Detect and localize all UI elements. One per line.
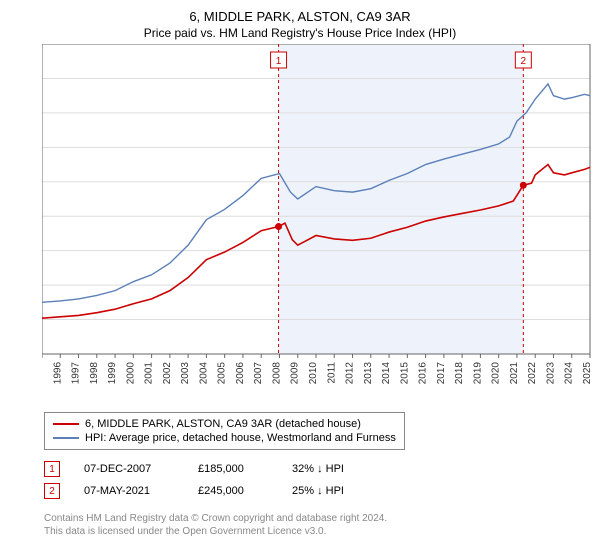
svg-text:2015: 2015: [399, 362, 410, 385]
svg-text:1998: 1998: [89, 362, 100, 385]
svg-text:2004: 2004: [198, 362, 209, 385]
legend: 6, MIDDLE PARK, ALSTON, CA9 3AR (detache…: [44, 412, 405, 450]
event-price: £185,000: [198, 463, 268, 475]
svg-text:1995: 1995: [42, 362, 45, 385]
svg-text:2001: 2001: [144, 362, 155, 385]
svg-text:2011: 2011: [326, 362, 337, 384]
svg-text:2013: 2013: [363, 362, 374, 385]
event-date: 07-DEC-2007: [84, 463, 174, 475]
svg-text:2017: 2017: [436, 362, 447, 385]
legend-row: 6, MIDDLE PARK, ALSTON, CA9 3AR (detache…: [53, 417, 396, 431]
svg-text:2016: 2016: [418, 362, 429, 385]
svg-text:2010: 2010: [308, 362, 319, 385]
event-marker: 1: [44, 461, 60, 477]
svg-text:2005: 2005: [217, 362, 228, 385]
event-marker: 2: [44, 483, 60, 499]
legend-swatch: [53, 437, 79, 439]
events-table: 1 07-DEC-2007 £185,000 32% ↓ HPI 2 07-MAY-202…: [44, 458, 600, 502]
svg-text:2020: 2020: [491, 362, 502, 385]
svg-text:2023: 2023: [545, 362, 556, 385]
svg-text:2014: 2014: [381, 362, 392, 385]
chart-svg: £0£50K£100K£150K£200K£250K£300K£350K£400…: [42, 44, 592, 404]
svg-text:2021: 2021: [509, 362, 520, 385]
svg-text:2: 2: [521, 56, 527, 67]
event-hpi: 32% ↓ HPI: [292, 463, 382, 475]
svg-text:2009: 2009: [290, 362, 301, 385]
svg-text:2008: 2008: [271, 362, 282, 385]
event-price: £245,000: [198, 485, 268, 497]
page-title: 6, MIDDLE PARK, ALSTON, CA9 3AR: [0, 0, 600, 26]
svg-text:2018: 2018: [454, 362, 465, 385]
svg-text:2007: 2007: [253, 362, 264, 385]
svg-text:1: 1: [276, 56, 282, 67]
event-hpi: 25% ↓ HPI: [292, 485, 382, 497]
legend-label: HPI: Average price, detached house, West…: [85, 432, 396, 444]
chart: £0£50K£100K£150K£200K£250K£300K£350K£400…: [42, 44, 592, 404]
svg-text:2022: 2022: [527, 362, 538, 385]
svg-text:1999: 1999: [107, 362, 118, 385]
svg-text:2003: 2003: [180, 362, 191, 385]
legend-row: HPI: Average price, detached house, West…: [53, 431, 396, 445]
svg-text:2025: 2025: [582, 362, 592, 385]
svg-text:2000: 2000: [125, 362, 136, 385]
attribution: Contains HM Land Registry data © Crown c…: [44, 512, 600, 538]
attribution-line1: Contains HM Land Registry data © Crown c…: [44, 512, 600, 525]
event-row: 2 07-MAY-2021 £245,000 25% ↓ HPI: [44, 480, 600, 502]
legend-swatch: [53, 423, 79, 425]
event-row: 1 07-DEC-2007 £185,000 32% ↓ HPI: [44, 458, 600, 480]
legend-label: 6, MIDDLE PARK, ALSTON, CA9 3AR (detache…: [85, 418, 361, 430]
svg-text:2019: 2019: [472, 362, 483, 385]
page-subtitle: Price paid vs. HM Land Registry's House …: [0, 26, 600, 44]
svg-text:1996: 1996: [52, 362, 63, 385]
svg-text:1997: 1997: [71, 362, 82, 385]
svg-text:2012: 2012: [345, 362, 356, 385]
svg-text:2024: 2024: [564, 362, 575, 385]
event-date: 07-MAY-2021: [84, 485, 174, 497]
attribution-line2: This data is licensed under the Open Gov…: [44, 525, 600, 538]
svg-text:2002: 2002: [162, 362, 173, 385]
svg-text:2006: 2006: [235, 362, 246, 385]
